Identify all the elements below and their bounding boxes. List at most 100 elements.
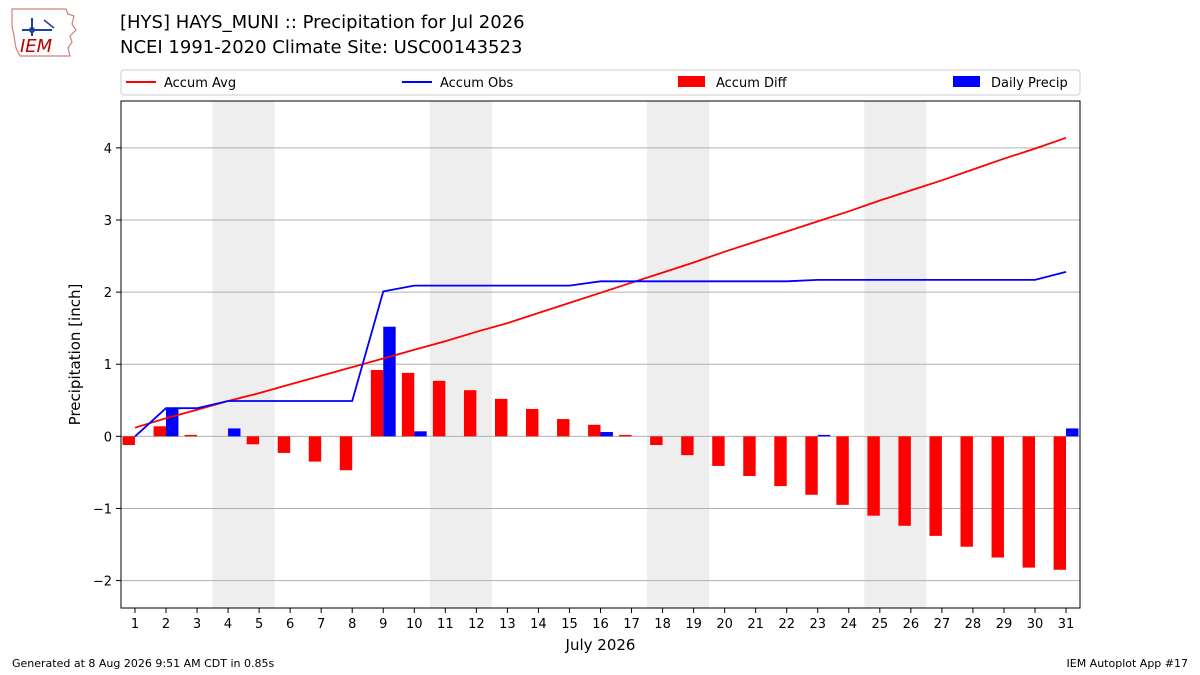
weekend-band <box>429 101 492 608</box>
diff-bar <box>463 390 477 437</box>
legend-box <box>120 69 1081 96</box>
weekend-shading <box>212 101 927 608</box>
diff-bar <box>712 436 725 466</box>
legend-label: Accum Obs <box>440 76 513 91</box>
x-tick-label: 19 <box>685 617 702 632</box>
diff-bar <box>991 436 1004 558</box>
diff-bar <box>494 398 508 437</box>
chart-title: [HYS] HAYS_MUNI :: Precipitation for Jul… <box>120 12 525 33</box>
x-tick-label: 13 <box>499 617 516 632</box>
diff-bar <box>401 372 415 437</box>
legend: Accum Avg Accum Obs Accum Diff Daily Precip <box>120 69 1081 96</box>
y-tick-label: −2 <box>93 575 112 590</box>
lines <box>134 136 1067 438</box>
diff-bar <box>1053 436 1067 570</box>
diff-bar <box>681 436 694 456</box>
daily-bar <box>414 431 427 437</box>
x-tick-label: 1 <box>131 617 139 632</box>
x-tick-label: 14 <box>530 617 547 632</box>
axes: 1 2 3 4 5 6 7 8 9 10 11 12 13 14 15 16 17 18 19 20 21 22 23 24 2… <box>93 142 1074 632</box>
x-tick-label: 27 <box>934 617 951 632</box>
diff-bar <box>1022 436 1035 568</box>
chart-subtitle: NCEI 1991-2020 Climate Site: USC00143523 <box>120 37 523 58</box>
diff-bar <box>805 436 818 495</box>
diff-bar <box>277 436 291 453</box>
daily-bar <box>817 434 831 437</box>
diff-bar <box>339 436 353 471</box>
iem-logo-graphic: IEM <box>11 8 77 57</box>
daily-bar <box>600 432 613 437</box>
y-tick-label: 4 <box>104 142 112 157</box>
y-tick-label: 2 <box>104 286 112 301</box>
x-tick-label: 31 <box>1058 617 1075 632</box>
weekend-band <box>212 101 275 608</box>
diff-bar <box>588 424 601 437</box>
daily-bar <box>228 428 241 437</box>
x-tick-label: 17 <box>623 617 640 632</box>
x-tick-label: 18 <box>654 617 671 632</box>
x-tick-label: 22 <box>778 617 795 632</box>
footer-app: IEM Autoplot App #17 <box>1066 657 1189 670</box>
diff-bar <box>743 436 756 477</box>
diff-bar <box>960 436 973 547</box>
diff-bar <box>370 370 384 437</box>
diff-bar <box>929 436 942 536</box>
x-tick-label: 29 <box>996 617 1013 632</box>
diff-bar <box>432 380 446 437</box>
x-tick-label: 23 <box>809 617 826 632</box>
x-tick-label: 8 <box>348 617 356 632</box>
diff-bar <box>836 436 849 505</box>
legend-label: Daily Precip <box>991 76 1068 91</box>
y-tick-label: 1 <box>104 358 112 373</box>
x-tick-label: 9 <box>379 617 387 632</box>
logo-text: IEM <box>20 36 53 57</box>
diff-bar <box>774 436 787 487</box>
legend-swatch <box>953 76 980 87</box>
x-tick-label: 12 <box>468 617 485 632</box>
x-tick-label: 28 <box>965 617 982 632</box>
weekend-band <box>864 101 927 608</box>
accum-avg-line <box>134 136 1067 429</box>
accum-obs-line <box>134 271 1067 438</box>
daily-bar <box>166 408 179 437</box>
diff-bar <box>122 436 135 446</box>
weekend-band <box>647 101 710 608</box>
x-tick-label: 11 <box>437 617 454 632</box>
footer-generated: Generated at 8 Aug 2026 9:51 AM CDT in 0… <box>12 657 275 670</box>
x-tick-label: 20 <box>716 617 733 632</box>
bars <box>122 326 1079 570</box>
legend-swatch <box>678 76 705 87</box>
x-axis-label: July 2026 <box>565 636 636 654</box>
y-tick-label: 3 <box>104 214 112 229</box>
diff-bar <box>526 408 539 437</box>
x-tick-label: 4 <box>224 617 232 632</box>
diff-bar <box>153 426 167 437</box>
daily-bar <box>1066 428 1079 437</box>
diff-bar <box>557 419 570 437</box>
legend-label: Accum Avg <box>164 76 236 91</box>
x-tick-label: 10 <box>406 617 423 632</box>
diff-bar <box>650 436 663 446</box>
y-tick-label: −1 <box>93 502 112 517</box>
diff-bar <box>308 436 322 462</box>
daily-bar <box>383 326 396 437</box>
x-tick-label: 3 <box>193 617 201 632</box>
x-tick-label: 2 <box>162 617 170 632</box>
x-tick-label: 5 <box>255 617 263 632</box>
diff-bar <box>246 436 260 445</box>
x-tick-label: 25 <box>872 617 889 632</box>
x-tick-label: 7 <box>317 617 325 632</box>
x-tick-label: 24 <box>841 617 858 632</box>
x-tick-label: 26 <box>903 617 920 632</box>
x-tick-label: 21 <box>747 617 764 632</box>
x-tick-label: 16 <box>592 617 609 632</box>
x-tick-label: 15 <box>561 617 578 632</box>
y-axis-label: Precipitation [inch] <box>66 284 84 426</box>
y-tick-label: 0 <box>104 430 112 445</box>
diff-bar <box>619 434 632 437</box>
diff-bar <box>898 436 911 526</box>
diff-bar <box>867 436 880 516</box>
x-tick-label: 6 <box>286 617 294 632</box>
legend-label: Accum Diff <box>716 76 788 91</box>
